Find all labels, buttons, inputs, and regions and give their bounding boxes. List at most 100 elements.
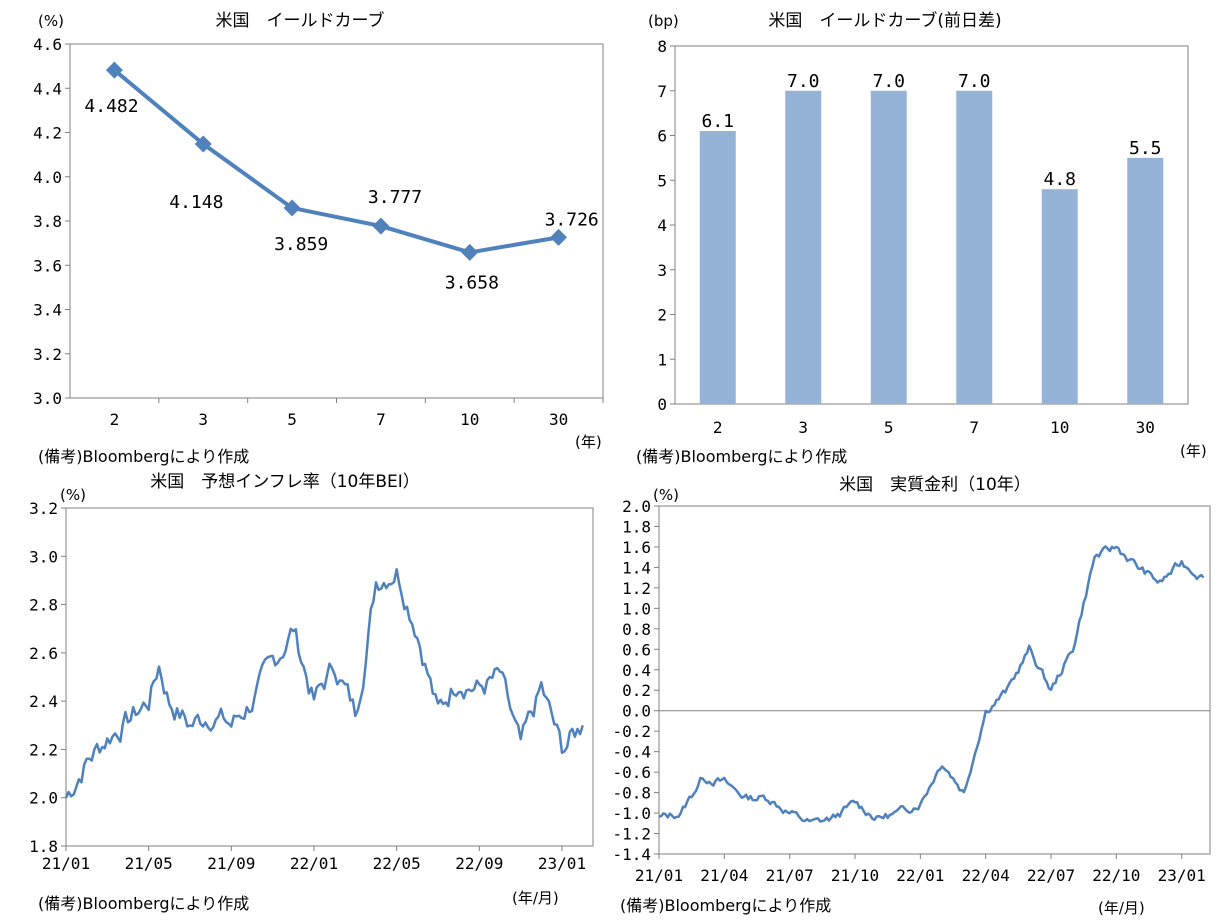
bar — [785, 90, 822, 404]
x-axis-unit: (年/月) — [512, 889, 559, 907]
y-tick-label: 1.0 — [622, 599, 651, 618]
y-tick-label: 3.2 — [29, 499, 58, 518]
y-tick-label: 2.6 — [29, 644, 58, 663]
y-axis-unit: (bp) — [648, 12, 679, 30]
y-tick-label: 1 — [657, 350, 667, 369]
source-note: (備考)Bloombergにより作成 — [620, 896, 831, 915]
y-tick-label: 4.6 — [33, 35, 62, 54]
data-point — [194, 135, 212, 153]
y-tick-label: 0.0 — [622, 702, 651, 721]
y-tick-label: -1.4 — [612, 845, 651, 864]
x-tick-label: 22/07 — [1027, 866, 1075, 885]
y-tick-label: 2 — [657, 306, 667, 325]
y-tick-label: 0.6 — [622, 640, 651, 659]
x-tick-label: 21/09 — [207, 854, 255, 873]
source-note: (備考)Bloombergにより作成 — [38, 447, 249, 466]
y-tick-label: -0.2 — [612, 722, 651, 741]
data-label: 3.726 — [545, 209, 599, 230]
x-axis-unit: (年) — [575, 433, 602, 451]
bei-chart: 米国 予想インフレ率（10年BEI） (%) 1.8 2.0 2.2 2.4 2.6 2.… — [29, 472, 594, 913]
data-point — [372, 217, 390, 235]
y-tick-label: 4.0 — [33, 168, 62, 187]
y-tick-label: 3 — [657, 261, 667, 280]
x-tick-label: 22/04 — [962, 866, 1010, 885]
y-tick-label: -0.8 — [612, 784, 651, 803]
series-line — [64, 568, 584, 799]
plot-area — [658, 505, 1211, 855]
x-tick-label: 22/01 — [290, 854, 338, 873]
real-rate-chart: 米国 実質金利（10年） (%) -1.4-1.2-1.0-0.8-0.6-0.… — [612, 475, 1211, 917]
data-point — [550, 228, 568, 246]
x-tick-label: 3 — [798, 418, 808, 437]
chart-title: 米国 イールドカーブ(前日差) — [768, 10, 1001, 31]
data-label: 7.0 — [787, 71, 820, 92]
x-tick-label: 7 — [969, 418, 979, 437]
x-tick-label: 3 — [198, 410, 208, 429]
data-label: 3.859 — [274, 234, 328, 255]
data-label: 3.777 — [368, 187, 422, 208]
x-tick-label: 22/10 — [1092, 866, 1140, 885]
y-tick-label: 0.2 — [622, 681, 651, 700]
bar — [699, 131, 736, 404]
y-tick-label: 2.8 — [29, 596, 58, 615]
y-tick-label: 3.2 — [33, 345, 62, 364]
x-tick-label: 10 — [1050, 418, 1069, 437]
y-tick-label: 0.4 — [622, 661, 651, 680]
chart-title: 米国 イールドカーブ — [216, 10, 385, 31]
y-tick-label: 3.4 — [33, 301, 62, 320]
x-tick-label: 23/01 — [1158, 866, 1206, 885]
data-label: 7.0 — [872, 71, 905, 92]
source-note: (備考)Bloombergにより作成 — [38, 894, 249, 913]
y-tick-label: 1.8 — [29, 837, 58, 856]
y-tick-label: 1.4 — [622, 558, 651, 577]
y-tick-label: -1.2 — [612, 825, 651, 844]
x-tick-label: 5 — [884, 418, 894, 437]
x-tick-label: 7 — [376, 410, 386, 429]
y-tick-label: -0.6 — [612, 763, 651, 782]
y-tick-label: 1.2 — [622, 579, 651, 598]
yield-curve-chart: 米国 イールドカーブ (%) 3.0 3.2 3.4 3.6 3.8 4.0 4.2 4.4 4… — [33, 10, 604, 466]
y-tick-label: 7 — [657, 82, 667, 101]
y-tick-label: 3.0 — [29, 547, 58, 566]
y-tick-label: 0.8 — [622, 620, 651, 639]
x-tick-label: 21/01 — [635, 866, 683, 885]
y-tick-label: 2.4 — [29, 692, 58, 711]
data-label: 6.1 — [701, 111, 734, 132]
x-axis-unit: (年) — [1180, 442, 1207, 460]
bar — [1127, 157, 1164, 404]
x-tick-label: 21/04 — [700, 866, 748, 885]
x-tick-label: 10 — [460, 410, 479, 429]
data-label: 7.0 — [958, 71, 991, 92]
data-label: 4.8 — [1043, 169, 1076, 190]
x-axis-unit: (年/月) — [1098, 899, 1145, 917]
source-note: (備考)Bloombergにより作成 — [636, 447, 847, 466]
series-line — [113, 68, 559, 255]
x-tick-label: 23/01 — [538, 854, 586, 873]
y-axis-unit: (%) — [38, 12, 64, 30]
x-tick-label: 21/07 — [766, 866, 814, 885]
y-tick-label: 3.8 — [33, 212, 62, 231]
bar — [1041, 189, 1078, 404]
x-tick-label: 30 — [1136, 418, 1155, 437]
y-tick-label: 1.8 — [622, 517, 651, 536]
data-point — [105, 61, 123, 79]
y-tick-label: 3.0 — [33, 389, 62, 408]
x-tick-label: 22/09 — [455, 854, 503, 873]
plot-area — [65, 507, 594, 847]
data-label: 4.148 — [169, 192, 223, 213]
y-tick-label: 1.6 — [622, 538, 651, 557]
y-tick-label: 6 — [657, 127, 667, 146]
y-tick-label: -0.4 — [612, 743, 651, 762]
y-tick-label: 3.6 — [33, 256, 62, 275]
x-tick-label: 21/01 — [42, 854, 90, 873]
x-tick-label: 21/10 — [831, 866, 879, 885]
x-tick-label: 5 — [287, 410, 297, 429]
data-label: 5.5 — [1129, 138, 1162, 159]
x-tick-label: 21/05 — [125, 854, 173, 873]
y-tick-label: -1.0 — [612, 804, 651, 823]
chart-title: 米国 予想インフレ率（10年BEI） — [150, 472, 420, 492]
y-axis-unit: (%) — [60, 486, 86, 504]
y-tick-label: 4.2 — [33, 124, 62, 143]
y-tick-label: 4.4 — [33, 79, 62, 98]
